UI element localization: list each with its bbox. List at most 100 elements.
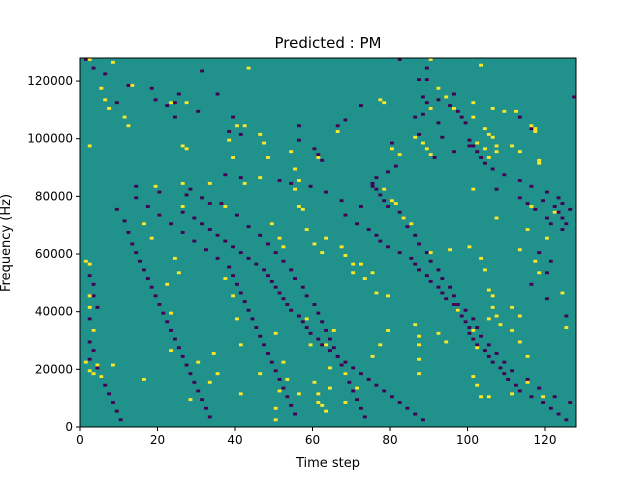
heatmap-cell-low	[506, 377, 511, 381]
heatmap-cell-low	[235, 282, 239, 286]
heatmap-cell-high	[297, 179, 301, 182]
heatmap-cell-low	[207, 228, 212, 231]
heatmap-cell-low	[200, 398, 205, 402]
heatmap-cell-high	[525, 354, 530, 358]
heatmap-cell-low	[475, 343, 480, 347]
heatmap-cell-high	[486, 317, 491, 321]
heatmap-cell-high	[362, 277, 367, 280]
heatmap-cell-high	[483, 268, 487, 272]
heatmap-cell-high	[436, 86, 441, 90]
heatmap-cell-low	[382, 199, 387, 203]
heatmap-cell-low	[180, 354, 185, 358]
heatmap-cell-low	[266, 352, 270, 355]
heatmap-cell-low	[204, 248, 208, 252]
heatmap-cell-low	[471, 317, 476, 321]
heatmap-cell-low	[393, 164, 398, 168]
y-tick-label: 100000	[27, 132, 73, 146]
x-tick-label: 40	[227, 433, 242, 447]
heatmap-cell-low	[165, 320, 170, 324]
heatmap-cell-low	[452, 303, 456, 306]
heatmap-cell-low	[548, 406, 553, 410]
heatmap-cell-low	[145, 205, 150, 208]
heatmap-cell-high	[122, 115, 127, 119]
heatmap-cell-low	[126, 230, 131, 234]
heatmap-cell-low	[366, 228, 371, 231]
heatmap-cell-low	[91, 349, 96, 353]
heatmap-cell-high	[95, 363, 100, 367]
heatmap-cell-high	[510, 144, 515, 148]
heatmap-cell-high	[351, 271, 356, 275]
heatmap-cell-low	[316, 311, 321, 315]
heatmap-cell-low	[223, 173, 228, 177]
heatmap-cell-high	[316, 156, 321, 159]
heatmap-cell-high	[258, 372, 263, 376]
heatmap-cell-low	[223, 239, 228, 243]
heatmap-cell-low	[529, 127, 534, 131]
heatmap-cell-high	[126, 124, 131, 128]
heatmap-cell-high	[103, 98, 108, 102]
heatmap-cell-high	[262, 141, 267, 145]
heatmap-cell-high	[390, 147, 394, 151]
heatmap-cell-high	[320, 403, 325, 407]
heatmap-cell-low	[436, 121, 441, 125]
heatmap-cell-low	[448, 285, 453, 289]
heatmap-cell-high	[142, 377, 146, 381]
heatmap-cell-low	[424, 101, 429, 105]
heatmap-cell-low	[269, 279, 274, 283]
y-axis: 0 20000 40000 60000 80000 100000 120000	[27, 74, 80, 434]
heatmap-cell-high	[355, 386, 360, 390]
heatmap-cell-high	[169, 349, 174, 353]
heatmap-cell-high	[130, 83, 135, 87]
heatmap-cell-high	[297, 392, 301, 396]
heatmap-cell-high	[421, 141, 425, 145]
heatmap-cell-low	[440, 135, 445, 139]
heatmap-cell-low	[165, 104, 170, 108]
heatmap-cell-high	[297, 205, 301, 208]
heatmap-cell-high	[479, 63, 484, 67]
heatmap-cell-high	[424, 147, 429, 151]
heatmap-cell-low	[545, 271, 549, 275]
heatmap-cell-low	[413, 233, 418, 237]
heatmap-cell-low	[215, 92, 220, 96]
heatmap-cell-low	[517, 389, 522, 393]
heatmap-cell-high	[320, 251, 325, 255]
heatmap-cell-high	[517, 150, 522, 154]
heatmap-cell-high	[525, 380, 530, 384]
heatmap-cell-low	[432, 156, 437, 159]
heatmap-cell-low	[355, 222, 360, 226]
heatmap-cell-high	[238, 392, 243, 396]
heatmap-cell-high	[552, 210, 557, 214]
heatmap-cell-high	[510, 305, 515, 309]
heatmap-cell-low	[173, 101, 177, 105]
heatmap-cell-low	[436, 268, 441, 272]
heatmap-cell-low	[382, 389, 387, 393]
heatmap-cell-high	[246, 66, 251, 70]
heatmap-cell-high	[180, 205, 185, 208]
heatmap-cell-low	[502, 360, 507, 364]
heatmap-cell-high	[169, 311, 174, 315]
heatmap-cell-low	[370, 184, 375, 188]
heatmap-cell-low	[293, 412, 298, 416]
heatmap-cell-low	[529, 184, 534, 188]
x-tick-label: 20	[150, 433, 165, 447]
heatmap-cell-low	[502, 173, 507, 177]
heatmap-cell-low	[192, 380, 197, 384]
heatmap-cell-low	[440, 291, 445, 295]
heatmap-cell-low	[409, 256, 414, 260]
heatmap-cell-high	[452, 107, 456, 110]
heatmap-cell-low	[444, 297, 449, 301]
heatmap-cell-low	[200, 222, 205, 226]
y-tick-label: 40000	[35, 305, 73, 319]
chart-title: Predicted : PM	[275, 34, 382, 52]
heatmap-cell-low	[95, 366, 100, 370]
heatmap-cell-low	[142, 268, 146, 272]
heatmap-cell-low	[281, 259, 286, 263]
heatmap-cell-high	[87, 294, 92, 298]
heatmap-cell-low	[397, 210, 402, 214]
heatmap-cell-high	[486, 156, 491, 159]
heatmap-cell-high	[235, 317, 239, 321]
heatmap-cell-high	[266, 156, 270, 159]
heatmap-cell-high	[328, 386, 332, 390]
heatmap-cell-high	[331, 328, 336, 332]
heatmap-cell-low	[359, 372, 363, 376]
